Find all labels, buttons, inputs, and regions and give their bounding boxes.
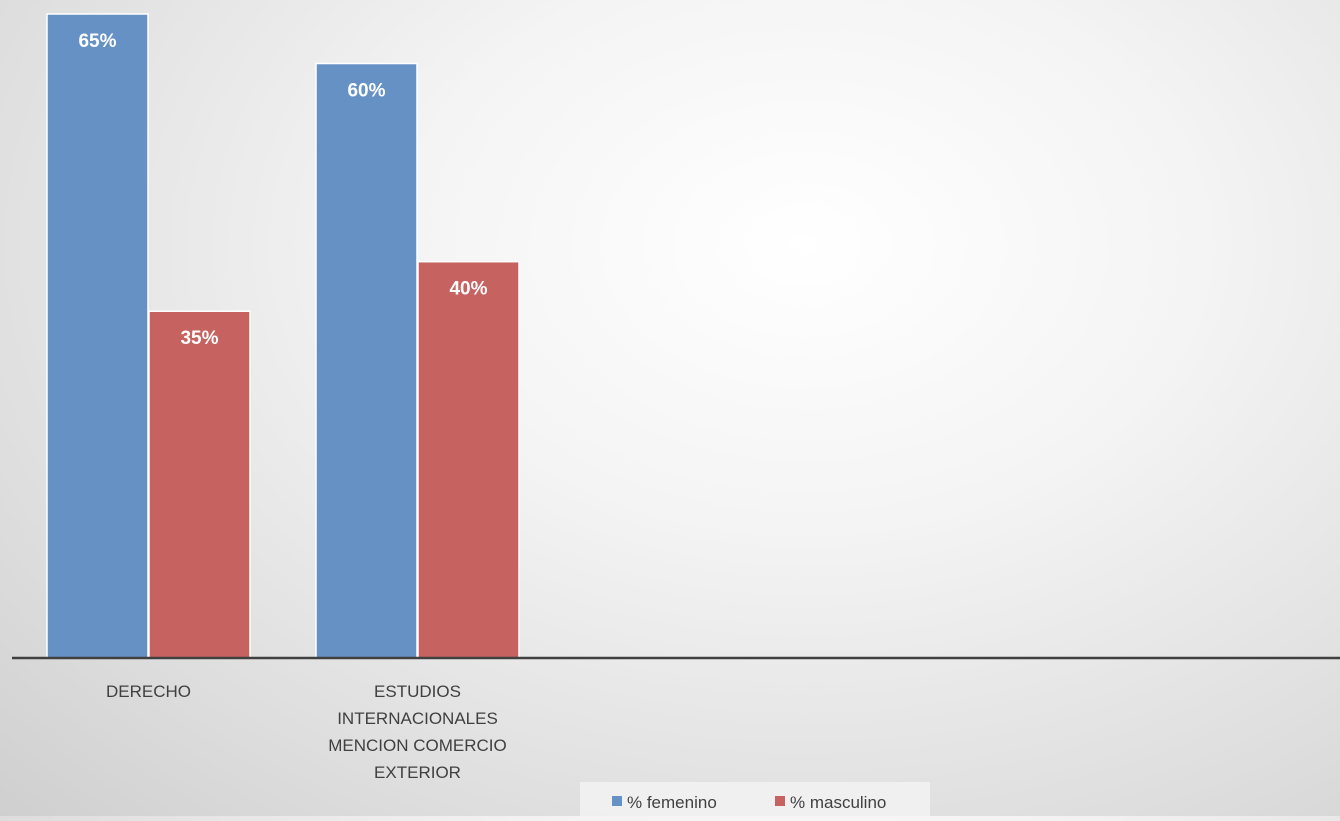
legend-swatch-femenino bbox=[612, 796, 622, 806]
data-labels-layer: 65% 35% 60% 40% bbox=[78, 31, 487, 349]
legend-label: % femenino bbox=[627, 793, 717, 812]
bars-layer bbox=[46, 13, 520, 659]
category-label: ESTUDIOS bbox=[374, 682, 461, 701]
legend-swatch-masculino bbox=[775, 796, 785, 806]
category-label: EXTERIOR bbox=[374, 763, 461, 782]
legend: % femenino % masculino bbox=[580, 782, 930, 816]
data-label: 40% bbox=[449, 279, 487, 300]
category-labels-layer: DERECHO ESTUDIOS INTERNACIONALES MENCION CO… bbox=[106, 682, 507, 782]
bar-masculino-1 bbox=[417, 260, 520, 659]
category-label: INTERNACIONALES bbox=[337, 709, 498, 728]
category-label: DERECHO bbox=[106, 682, 191, 701]
category-label: MENCION COMERCIO bbox=[328, 736, 507, 755]
legend-box bbox=[580, 782, 930, 816]
data-label: 35% bbox=[180, 328, 218, 349]
bar-femenino-1 bbox=[315, 62, 418, 659]
data-label: 60% bbox=[347, 81, 385, 102]
bar-femenino-0 bbox=[46, 13, 149, 659]
data-label: 65% bbox=[78, 31, 116, 52]
bar-masculino-0 bbox=[148, 310, 251, 659]
legend-label: % masculino bbox=[790, 793, 886, 812]
